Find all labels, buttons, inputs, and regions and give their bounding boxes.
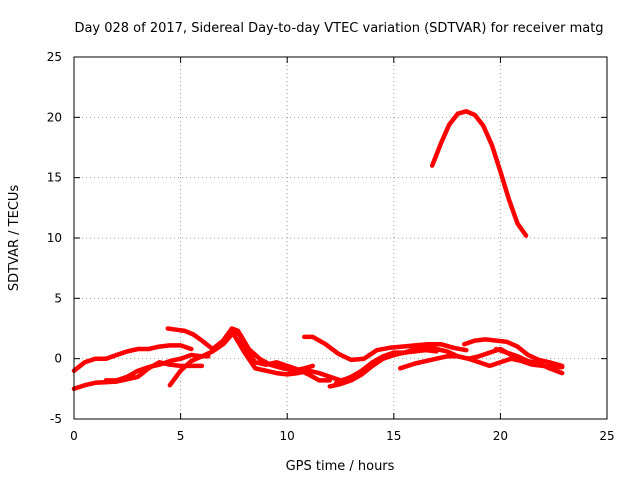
x-tick-label: 20 bbox=[493, 429, 508, 443]
y-tick-label: 25 bbox=[47, 50, 62, 64]
chart-title: Day 028 of 2017, Sidereal Day-to-day VTE… bbox=[74, 21, 603, 36]
y-tick-label: -5 bbox=[50, 412, 62, 426]
y-tick-label: 10 bbox=[47, 231, 62, 245]
x-tick-label: 10 bbox=[280, 429, 295, 443]
series-lines bbox=[71, 109, 565, 392]
series-line-arc-11 bbox=[461, 337, 565, 369]
axis-ticks: 0 5 10 15 20 25 -5 0 5 10 15 20 25 bbox=[47, 50, 615, 443]
y-axis-label: SDTVAR / TECUs bbox=[7, 185, 22, 292]
x-tick-label: 0 bbox=[70, 429, 78, 443]
series-line-arc-7 bbox=[231, 332, 439, 383]
series-line-arc-1 bbox=[429, 109, 529, 238]
y-tick-label: 20 bbox=[47, 110, 62, 124]
series-line-arc-4 bbox=[103, 352, 211, 383]
series-line-arc-12 bbox=[493, 346, 565, 376]
series-line-arc-9 bbox=[333, 344, 514, 386]
x-axis-label: GPS time / hours bbox=[286, 459, 395, 474]
series-line-arc-6 bbox=[167, 329, 316, 388]
series-line-arc-2 bbox=[71, 343, 194, 373]
series-line-arc-8 bbox=[302, 334, 469, 363]
x-tick-label: 25 bbox=[599, 429, 614, 443]
x-tick-label: 5 bbox=[177, 429, 185, 443]
y-tick-label: 0 bbox=[54, 352, 62, 366]
y-tick-label: 5 bbox=[54, 291, 62, 305]
series-line-arc-13 bbox=[327, 350, 397, 389]
y-tick-label: 15 bbox=[47, 171, 62, 185]
x-tick-label: 15 bbox=[386, 429, 401, 443]
